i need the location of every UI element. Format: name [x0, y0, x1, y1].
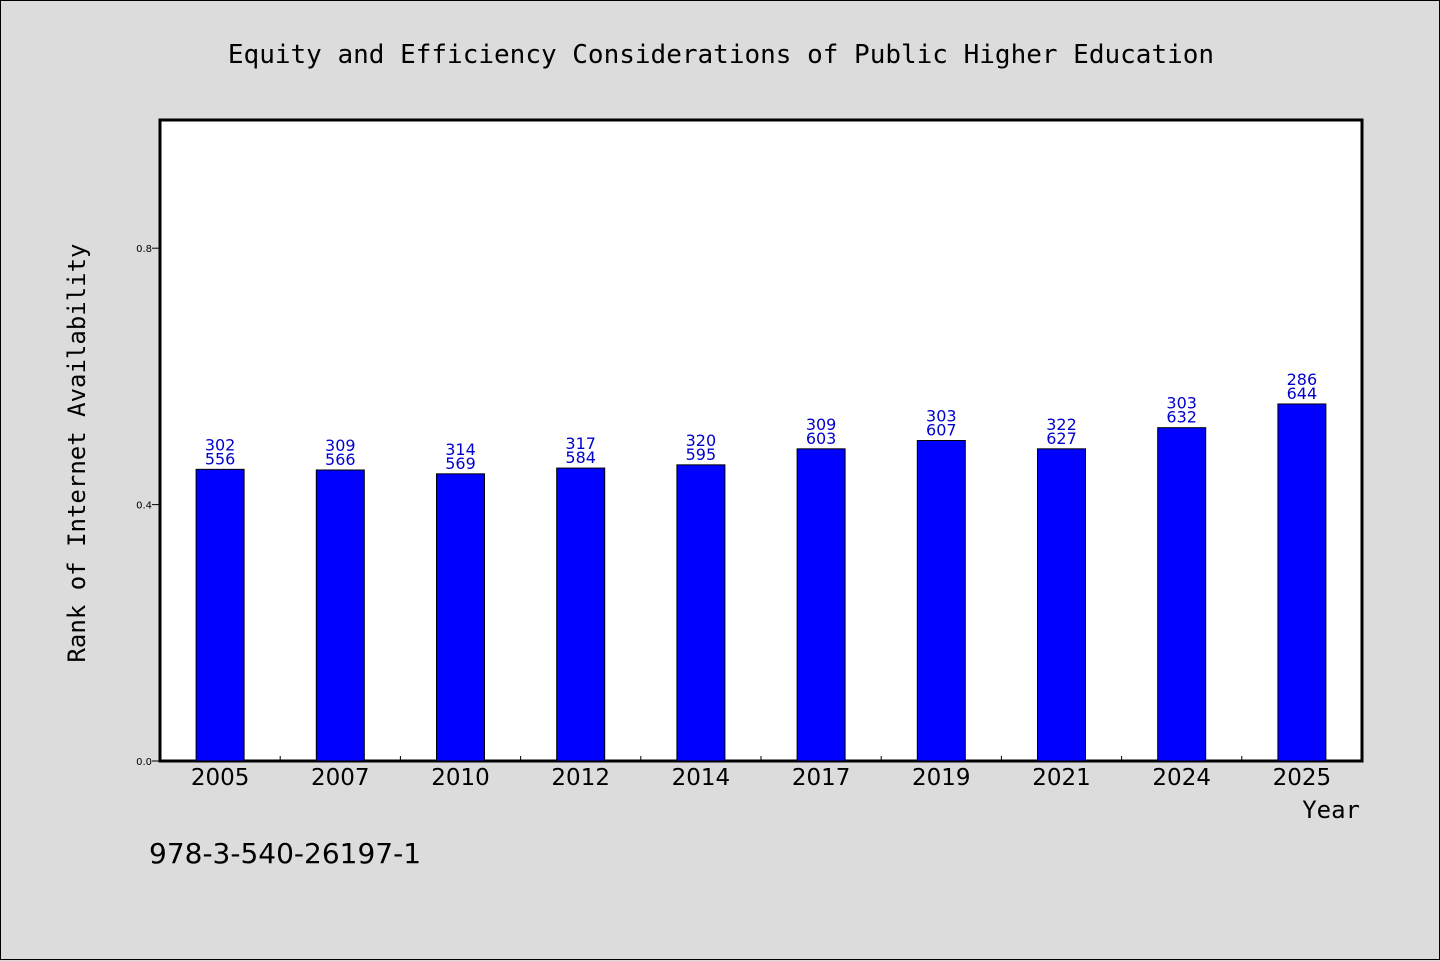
data-label-bottom: 607 [926, 421, 957, 440]
data-label-top: 320 [686, 431, 717, 450]
bar [1277, 403, 1327, 762]
x-tick-label: 2012 [551, 765, 610, 791]
data-label-bottom: 569 [445, 454, 476, 473]
data-label-bottom: 627 [1046, 429, 1077, 448]
data-label-bottom: 632 [1166, 408, 1197, 427]
x-tick-label: 2005 [191, 765, 250, 791]
isbn-footer: 978-3-540-26197-1 [149, 837, 421, 870]
data-label-top: 317 [565, 434, 596, 453]
chart-title: Equity and Efficiency Considerations of … [228, 40, 1214, 70]
bar [195, 468, 245, 762]
x-axis: 2005 2007 2010 2012 2014 2017 2019 2021 2024 2025 [191, 756, 1331, 791]
data-label-bottom: 644 [1287, 384, 1318, 403]
data-label-bottom: 584 [565, 448, 596, 467]
bar [676, 464, 726, 762]
y-axis-label: Rank of Internet Availability [63, 243, 91, 662]
x-tick-label: 2017 [792, 765, 851, 791]
data-label-top: 303 [1166, 394, 1197, 413]
data-label-bottom: 595 [686, 445, 717, 464]
x-tick-label: 2021 [1032, 765, 1091, 791]
data-labels: 3025563095663145693175843205953096033036… [205, 370, 1317, 473]
data-label-bottom: 556 [205, 449, 236, 468]
data-label-top: 286 [1287, 370, 1318, 389]
bar [1157, 427, 1207, 762]
x-tick-label: 2010 [431, 765, 490, 791]
data-label-top: 302 [205, 435, 236, 454]
bar [916, 440, 966, 762]
bar [315, 469, 365, 762]
bar [556, 467, 606, 762]
y-tick-label: 0.4 [136, 501, 152, 512]
bar [436, 473, 485, 762]
data-label-top: 309 [325, 436, 356, 455]
x-tick-label: 2025 [1273, 765, 1332, 791]
data-label-top: 309 [806, 415, 837, 434]
data-label-top: 314 [445, 440, 476, 459]
x-tick-label: 2024 [1152, 765, 1211, 791]
y-tick-label: 0.0 [136, 757, 152, 768]
x-tick-label: 2007 [311, 765, 370, 791]
bar [796, 448, 846, 762]
data-label-top: 322 [1046, 415, 1077, 434]
data-label-bottom: 603 [806, 429, 837, 448]
x-axis-label: Year [1302, 796, 1360, 824]
x-tick-label: 2019 [912, 765, 971, 791]
bar [1037, 448, 1086, 762]
y-tick-label: 0.8 [136, 244, 152, 255]
data-label-bottom: 566 [325, 450, 356, 469]
x-tick-label: 2014 [672, 765, 731, 791]
data-label-top: 303 [926, 407, 957, 426]
y-axis: 0.0 0.4 0.8 [136, 244, 160, 768]
bar-series [195, 403, 1327, 762]
